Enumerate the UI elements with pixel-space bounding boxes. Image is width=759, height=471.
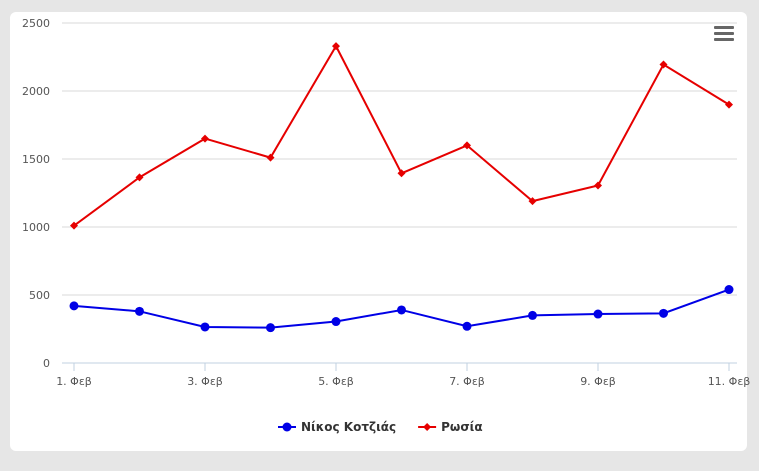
data-point[interactable] [70,221,78,230]
y-tick-label: 2000 [22,85,50,98]
menu-bar [714,26,734,29]
chart-card [10,12,747,451]
grid [62,22,737,364]
y-tick-label: 2500 [22,17,50,30]
x-tick-label: 5. Φεβ [318,375,354,388]
menu-bar [714,32,734,35]
legend-label: Ρωσία [441,420,483,434]
legend-marker [423,423,432,431]
data-point[interactable] [331,317,341,327]
data-point[interactable] [594,181,602,190]
y-tick-label: 0 [43,357,50,370]
legend-marker [282,422,292,432]
x-tick-label: 3. Φεβ [187,375,223,388]
legend-item[interactable]: Ρωσία [418,420,483,434]
legend-item[interactable]: Νίκος Κοτζιάς [278,420,396,434]
data-point[interactable] [397,305,406,315]
x-tick-label: 9. Φεβ [580,375,616,388]
data-point[interactable] [463,141,471,150]
data-point[interactable] [724,285,734,295]
data-point[interactable] [462,321,472,331]
series-1 [70,42,733,230]
x-tick-label: 1. Φεβ [56,375,92,388]
menu-bar [714,38,734,41]
series-line [73,44,730,227]
data-point[interactable] [659,308,668,318]
series-0 [69,285,734,333]
y-tick-label: 1500 [22,153,50,166]
data-point[interactable] [397,169,406,178]
data-point[interactable] [593,309,603,319]
x-tick-label: 7. Φεβ [449,375,485,388]
data-point[interactable] [201,134,209,143]
data-point[interactable] [528,197,537,206]
hamburger-menu-icon[interactable] [713,26,735,46]
axes: 0 500 1000 1500 2000 2500 1. Φεβ 3. Φεβ 5. Φεβ 7.… [22,17,750,388]
data-point[interactable] [332,42,340,51]
y-tick-label: 1000 [22,221,50,234]
x-tick-label: 11. Φεβ [708,375,751,388]
data-point[interactable] [135,173,144,182]
legend[interactable]: Νίκος Κοτζιάς Ρωσία [278,420,483,434]
y-tick-label: 500 [29,289,50,302]
data-point[interactable] [725,100,733,109]
data-point[interactable] [69,301,79,311]
data-point[interactable] [659,60,668,69]
data-point[interactable] [200,322,210,332]
legend-label: Νίκος Κοτζιάς [301,420,396,434]
data-point[interactable] [266,323,275,333]
series [69,42,734,333]
data-point[interactable] [266,153,275,162]
data-point[interactable] [528,310,537,320]
data-point[interactable] [135,306,144,316]
